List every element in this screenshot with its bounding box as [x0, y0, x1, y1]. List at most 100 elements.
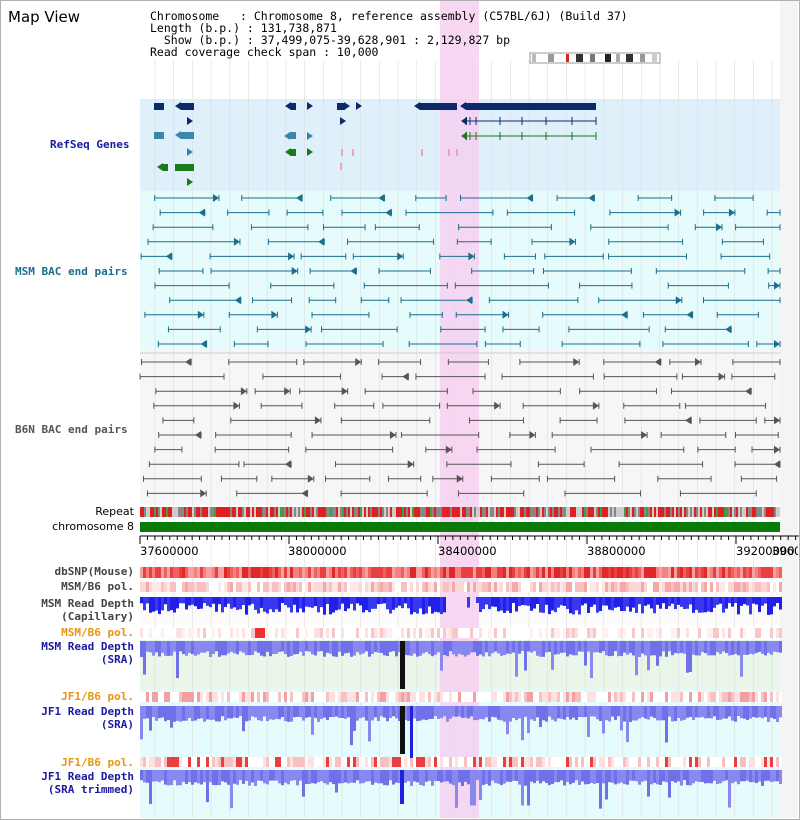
depth-bar: [239, 597, 242, 610]
dbsnp-strip-cell: [251, 567, 254, 578]
depth-bar: [158, 706, 161, 719]
repeat-mark: [430, 507, 432, 517]
msm-bac-label[interactable]: MSM BAC end pairs: [15, 265, 128, 278]
depth-bar: [599, 641, 602, 653]
msm-sra-pol-strip-cell: [194, 628, 197, 638]
jf1-read-depth-label[interactable]: JF1 Read Depth: [41, 705, 134, 718]
jf1-pol-strip-cell: [728, 692, 731, 702]
depth-bar: [602, 706, 605, 734]
depth-bar: [431, 641, 434, 657]
depth-bar: [272, 770, 275, 781]
msm-pol-strip-cell: [533, 582, 536, 592]
repeat-mark: [752, 507, 754, 517]
refseq-genes-label[interactable]: RefSeq Genes: [50, 138, 130, 151]
msm-pol-strip-cell: [173, 582, 176, 592]
msm-pol-strip-cell: [779, 582, 782, 592]
dbsnp-label[interactable]: dbSNP(Mouse): [54, 565, 134, 578]
msm-sra-pol-strip-cell: [284, 628, 287, 638]
msm-pol-strip-cell: [527, 582, 530, 592]
jf1-read-depth-trim-label[interactable]: JF1 Read Depth: [41, 770, 134, 783]
msm-read-depth-label[interactable]: MSM Read Depth: [41, 597, 134, 610]
depth-bar: [140, 706, 143, 740]
jf1-pol-strip-cell: [260, 692, 263, 702]
depth-bar: [296, 770, 299, 786]
msm-sra-pol-strip-cell: [398, 628, 401, 638]
depth-bar: [140, 641, 143, 657]
jf1-pol-trim-strip-cell: [632, 757, 635, 767]
depth-bar: [161, 706, 164, 718]
repeat-mark: [420, 507, 422, 517]
depth-bar: [170, 706, 173, 728]
msm-b6-pol-sra-label[interactable]: MSM/B6 pol.: [61, 626, 134, 639]
msm-pol-strip-cell: [602, 582, 605, 592]
jf1-pol-trim-strip-cell: [245, 757, 248, 767]
depth-bar: [299, 641, 302, 652]
jf1-pol-trim-strip-cell: [665, 757, 668, 767]
repeat-mark: [386, 507, 388, 517]
msm-sra-pol-strip-cell: [629, 628, 632, 638]
msm-pol-strip-cell: [584, 582, 587, 592]
depth-bar: [356, 641, 359, 653]
msm-pol-strip-cell: [662, 582, 665, 592]
jf1-b6-pol-trim-label[interactable]: JF1/B6 pol.: [61, 756, 134, 769]
depth-bar: [470, 641, 473, 653]
b6n-bac-pair-arrow: [185, 358, 192, 366]
jf1-pol-strip-cell: [368, 692, 371, 702]
dbsnp-strip-cell: [755, 567, 758, 578]
dbsnp-strip-cell: [206, 567, 209, 578]
msm-sra-pol-strip-cell: [521, 628, 524, 638]
jf1-pol-trim-strip-cell: [497, 757, 500, 767]
msm-pol-strip-cell: [545, 582, 548, 592]
jf1-pol-strip-cell: [758, 692, 761, 702]
depth-bar: [257, 641, 260, 653]
dbsnp-strip-cell: [560, 567, 563, 578]
msm-sra-pol-strip-cell: [755, 628, 758, 638]
jf1-pol-trim-strip-cell: [500, 757, 503, 767]
jf1-pol-trim-strip-cell: [713, 757, 716, 767]
ideogram-band: [616, 54, 620, 62]
jf1-pol-strip-cell: [440, 692, 443, 702]
depth-bar: [254, 770, 257, 786]
depth-bar: [710, 706, 713, 719]
b6n-bac-label[interactable]: B6N BAC end pairs: [15, 423, 128, 436]
depth-bar: [380, 706, 383, 717]
repeat-mark: [498, 507, 500, 517]
repeat-mark: [542, 507, 544, 517]
depth-bar: [650, 641, 653, 656]
msm-pol-strip-cell: [548, 582, 551, 592]
msm-pol-strip-cell: [368, 582, 371, 592]
depth-bar: [338, 770, 341, 784]
depth-bar: [248, 597, 251, 606]
msm-pol-strip-cell: [320, 582, 323, 592]
jf1-pol-trim-strip-cell: [605, 757, 608, 767]
msm-b6-pol-label[interactable]: MSM/B6 pol.: [61, 580, 134, 593]
msm-pol-strip-cell: [341, 582, 344, 592]
repeat-mark: [468, 507, 470, 517]
gene-block: [420, 103, 457, 110]
depth-bar: [278, 770, 281, 784]
depth-bar: [518, 706, 521, 719]
jf1-b6-pol-label[interactable]: JF1/B6 pol.: [61, 690, 134, 703]
jf1-pol-strip-cell: [230, 692, 233, 702]
msm-pol-strip-cell: [284, 582, 287, 592]
msm-sra-pol-strip-cell: [509, 628, 512, 638]
jf1-pol-strip-cell: [779, 692, 782, 702]
jf1-pol-strip-cell: [611, 692, 614, 702]
repeat-mark: [330, 507, 332, 517]
jf1-pol-trim-strip-cell: [227, 757, 230, 767]
msm-read-depth-sra-label[interactable]: MSM Read Depth: [41, 640, 134, 653]
dbsnp-strip-cell: [692, 567, 695, 578]
jf1-pol-trim-strip-cell: [380, 757, 383, 767]
depth-bar: [215, 706, 218, 722]
depth-bar: [605, 770, 608, 800]
jf1-pol-strip-cell: [767, 692, 770, 702]
jf1-pol-strip-cell: [635, 692, 638, 702]
depth-bar: [215, 770, 218, 786]
repeat-mark: [526, 507, 528, 517]
repeat-mark: [520, 507, 522, 517]
repeat-mark: [340, 507, 342, 517]
repeat-mark: [170, 507, 172, 517]
depth-bar: [278, 641, 281, 653]
jf1-pol-trim-strip-cell: [509, 757, 512, 767]
